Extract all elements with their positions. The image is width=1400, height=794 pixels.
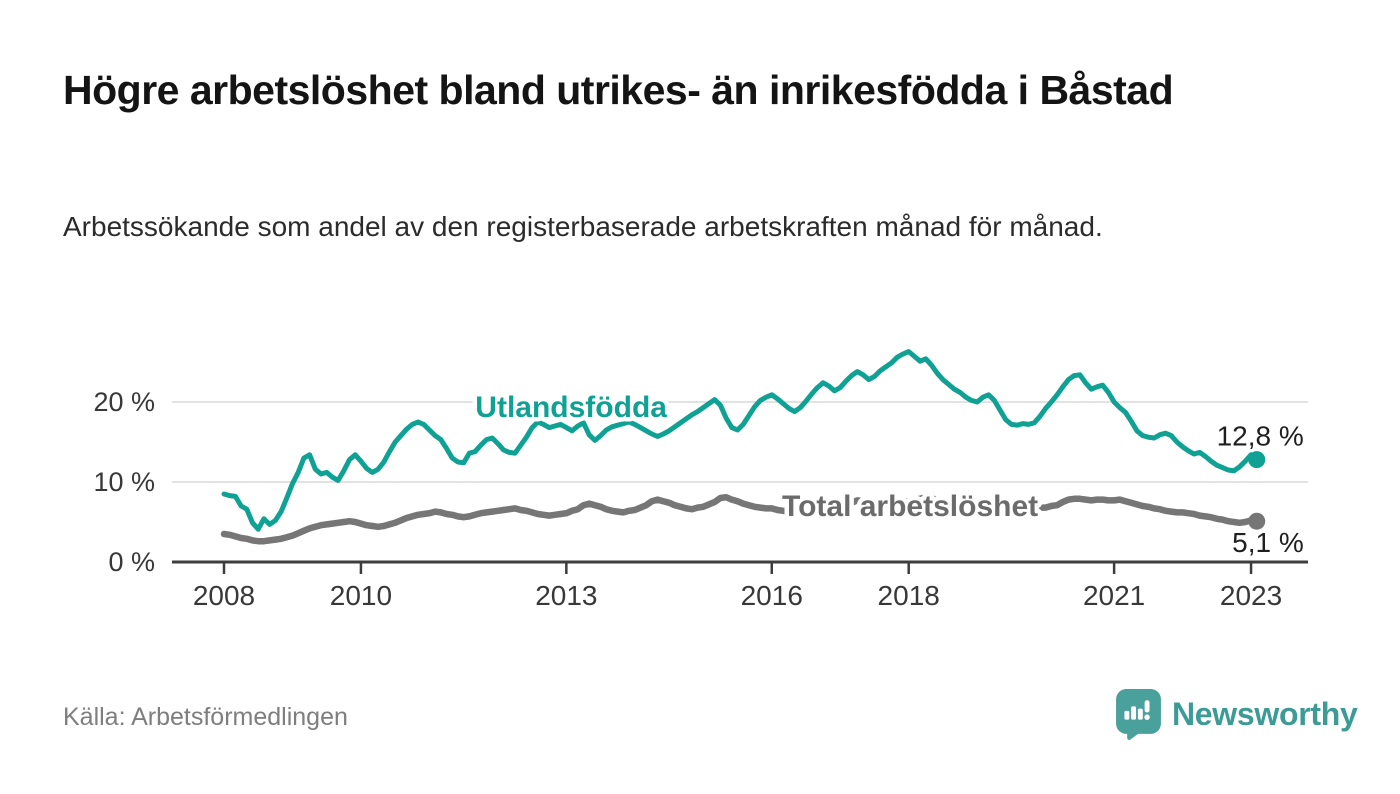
x-tick-label: 2016: [741, 580, 803, 611]
end-dot-foreign: [1248, 451, 1266, 469]
page-subtitle: Arbetssökande som andel av den registerb…: [63, 211, 1103, 242]
x-tick-label: 2023: [1220, 580, 1282, 611]
x-tick-label: 2008: [193, 580, 255, 611]
newsworthy-icon: [1116, 688, 1161, 740]
x-tick-label: 2013: [535, 580, 597, 611]
newsworthy-wordmark: Newsworthy: [1172, 695, 1358, 732]
end-value-label: 12,8 %: [1217, 421, 1304, 452]
x-tick-label: 2021: [1083, 580, 1145, 611]
end-dot-total: [1248, 512, 1266, 530]
series-line-total: [220, 493, 1261, 545]
y-tick-label: 10 %: [93, 467, 155, 497]
source-note: Källa: Arbetsförmedlingen: [63, 703, 348, 731]
x-tick-label: 2010: [330, 580, 392, 611]
end-value-label: 5,1 %: [1232, 527, 1304, 558]
x-tick-label: 2018: [878, 580, 940, 611]
page-title: Högre arbetslöshet bland utrikes- än inr…: [63, 67, 1174, 113]
y-tick-label: 20 %: [93, 387, 155, 417]
series-label-total: Total arbetslöshet: [782, 490, 1038, 523]
brand-logo: Newsworthy: [1116, 688, 1358, 740]
series-label-foreign: Utlandsfödda: [475, 391, 667, 424]
series-line-foreign: [221, 349, 1260, 532]
y-tick-label: 0 %: [108, 547, 155, 577]
